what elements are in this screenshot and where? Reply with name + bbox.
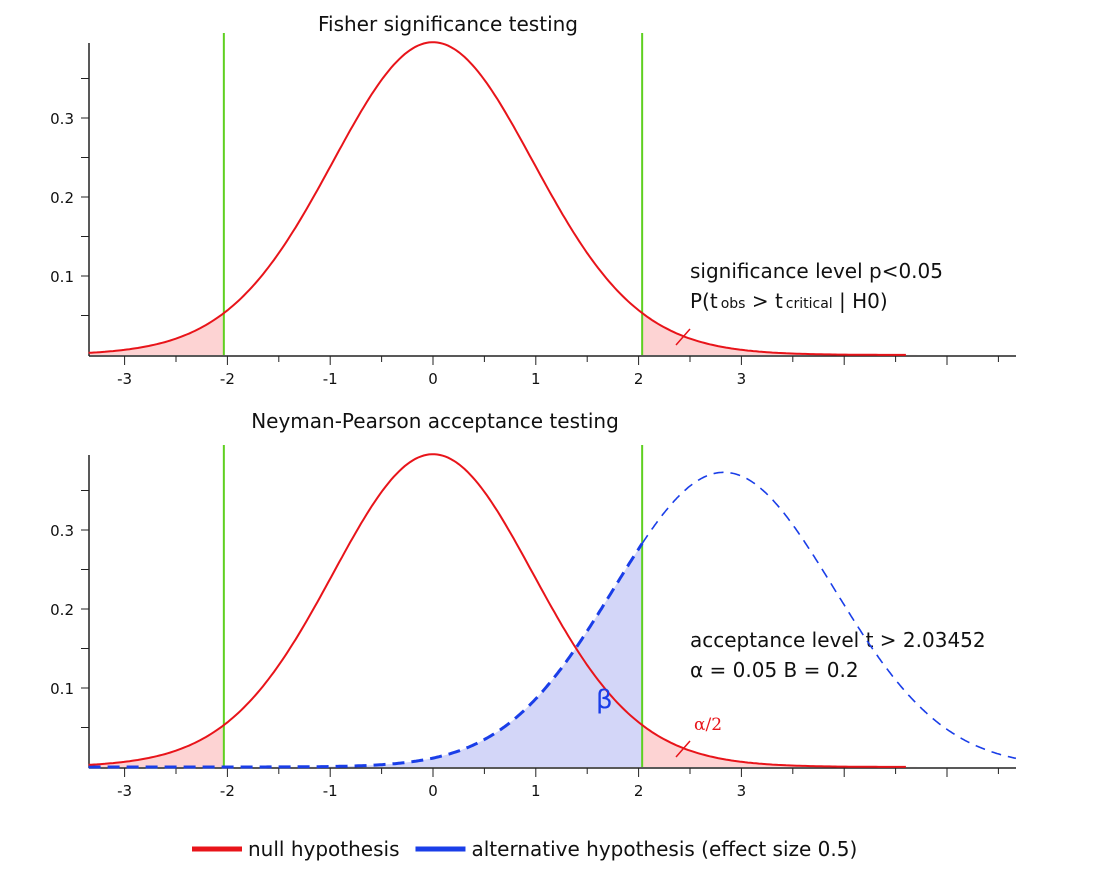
legend: null hypothesis alternative hypothesis (e…: [192, 837, 857, 861]
shaded-beta-region: [88, 543, 643, 767]
x-tick-label: -2: [220, 370, 235, 388]
annotation-acceptance-level: acceptance level t > 2.03452: [690, 628, 986, 652]
x-tick-label: 2: [634, 782, 644, 800]
x-tick-label: 2: [634, 370, 644, 388]
annotation-probability: P(t obs > t critical | H0): [690, 289, 888, 313]
x-tick-label: 3: [737, 782, 747, 800]
y-tick-label: 0.2: [50, 601, 74, 619]
x-tick-label: -1: [323, 782, 338, 800]
y-tick-label: 0.3: [50, 110, 74, 128]
x-tick-label: 1: [531, 782, 541, 800]
y-tick-label: 0.3: [50, 522, 74, 540]
alternative-hypothesis-curve: [641, 471, 1017, 760]
shaded-right-tail: [642, 725, 1016, 767]
chart-title-fisher: Fisher significance testing: [318, 12, 578, 36]
y-tick-label: 0.2: [50, 189, 74, 207]
chart-title-neyman-pearson: Neyman-Pearson acceptance testing: [251, 409, 619, 433]
beta-label: β: [596, 685, 613, 715]
null-hypothesis-curve: [88, 41, 906, 356]
annotation-pointer: [675, 328, 691, 346]
plot-panel-1: -3 -2 -1 0 1 2 3 0.1 0.2 0.3: [50, 445, 1017, 800]
x-tick-label: -1: [323, 370, 338, 388]
y-tick-label: 0.1: [50, 268, 74, 286]
annotation-alpha-beta: α = 0.05 B = 0.2: [690, 658, 859, 682]
annotation-significance-level: significance level p<0.05: [690, 259, 943, 283]
legend-label-1: alternative hypothesis (effect size 0.5): [471, 837, 857, 861]
null-hypothesis-curve: [88, 453, 906, 768]
legend-label-0: null hypothesis: [248, 837, 399, 861]
x-tick-label: -2: [220, 782, 235, 800]
x-tick-label: 0: [428, 370, 438, 388]
y-tick-label: 0.1: [50, 680, 74, 698]
alternative-hypothesis-curve-thick: [88, 542, 644, 769]
x-tick-label: 3: [737, 370, 747, 388]
x-tick-label: -3: [117, 370, 132, 388]
x-tick-label: -3: [117, 782, 132, 800]
x-tick-label: 1: [531, 370, 541, 388]
x-tick-label: 0: [428, 782, 438, 800]
shaded-left-tail: [88, 725, 224, 767]
shaded-left-tail: [88, 313, 224, 355]
shaded-right-tail: [642, 313, 1016, 355]
annotation-pointer: [675, 740, 691, 758]
alpha-half-label: α/2: [694, 715, 722, 735]
plot-panel-0: -3 -2 -1 0 1 2 3 0.1 0.2 0.3: [50, 33, 1016, 388]
